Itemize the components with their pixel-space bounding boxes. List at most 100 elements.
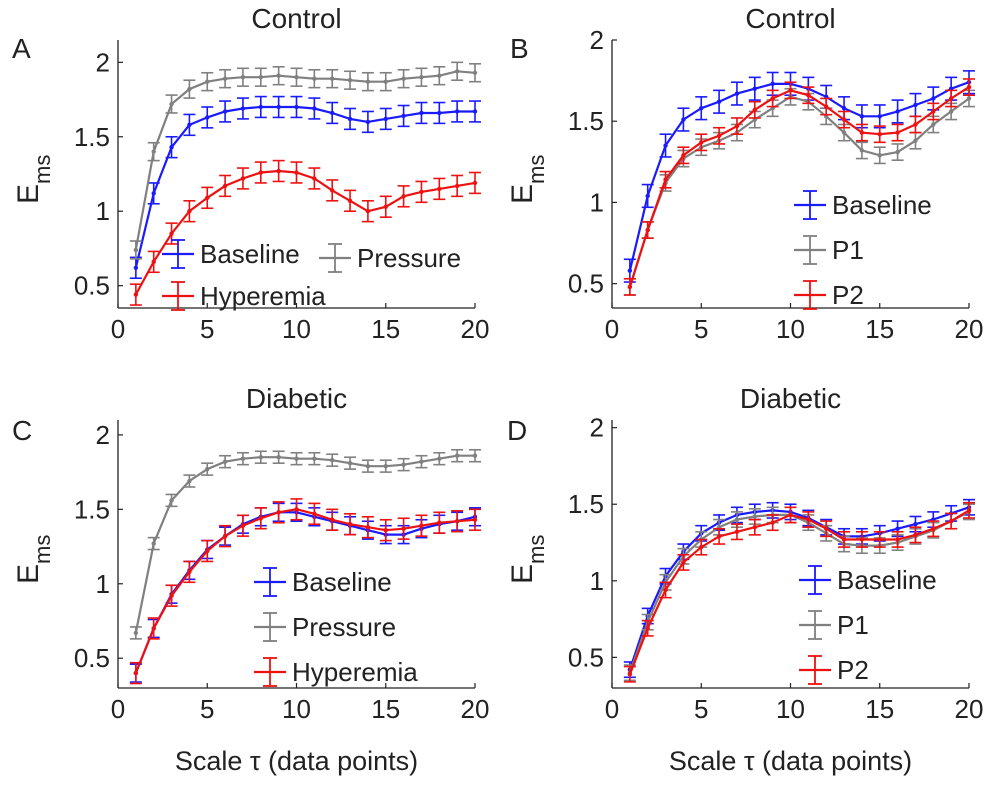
data-point <box>752 525 757 530</box>
legend-label: Baseline <box>832 190 932 220</box>
y-axis-label: Ems <box>506 155 549 204</box>
data-point <box>681 560 686 565</box>
legend-label: P1 <box>837 610 869 640</box>
data-point <box>948 96 954 101</box>
panel-b: B Control 0 5 10 15 20 0.5 1 1.5 2 Ems Baseline P1 P2 <box>506 3 983 344</box>
y-axis-label-main: E <box>12 564 45 584</box>
y-tick-label: 2 <box>96 47 110 77</box>
y-axis-label-main: E <box>506 184 539 204</box>
panel-letter: C <box>12 415 32 446</box>
data-point <box>133 630 139 636</box>
data-point <box>401 194 406 199</box>
y-tick-label: 1.5 <box>74 122 110 152</box>
data-point <box>222 533 228 539</box>
data-point <box>663 143 668 148</box>
series-line <box>628 510 970 674</box>
panel-c: C Diabetic 0 5 10 15 20 0.5 1 1.5 2 Ems Scale τ (dat… <box>12 383 489 776</box>
data-point <box>716 133 722 139</box>
data-point <box>770 520 775 525</box>
panel-a: A Control 0 5 10 15 20 0.5 1 1.5 2 Ems Baseline Press… <box>12 3 489 344</box>
panel-letter: D <box>507 415 527 446</box>
data-point <box>347 460 353 466</box>
legend-entry: Pressure <box>254 612 396 642</box>
data-point <box>205 195 210 201</box>
data-point <box>895 537 900 542</box>
series-line <box>628 509 970 675</box>
x-tick-label: 15 <box>371 314 400 344</box>
data-point <box>187 122 192 128</box>
legend-entry: P2 <box>794 280 864 310</box>
x-tick-label: 0 <box>111 694 125 724</box>
x-tick-label: 5 <box>694 314 708 344</box>
data-point <box>205 548 210 554</box>
data-point <box>169 593 174 598</box>
data-point <box>330 110 335 116</box>
series-line <box>628 81 970 271</box>
data-point <box>240 176 246 181</box>
x-tick-label: 15 <box>371 694 400 724</box>
data-point <box>401 462 406 467</box>
data-point <box>454 183 460 189</box>
data-point <box>187 209 192 214</box>
x-tick-label: 10 <box>776 314 805 344</box>
data-point <box>734 91 740 96</box>
data-point <box>913 102 918 108</box>
data-point <box>895 109 900 114</box>
y-axis-label-main: E <box>12 184 45 204</box>
data-point <box>205 79 210 84</box>
y-tick-label: 2 <box>590 413 604 443</box>
data-point <box>187 569 192 575</box>
data-point <box>663 177 668 182</box>
y-tick-label: 2 <box>96 420 110 450</box>
data-point <box>437 186 442 192</box>
y-axis-label: Ems <box>12 535 55 584</box>
data-point <box>258 104 263 110</box>
data-point <box>151 626 156 631</box>
data-point <box>752 107 757 113</box>
data-point <box>312 176 317 181</box>
legend-entry: Pressure <box>319 243 461 273</box>
data-point <box>294 104 299 110</box>
data-point <box>437 520 442 525</box>
data-point <box>734 529 740 534</box>
data-point <box>454 453 460 458</box>
data-point <box>258 75 263 80</box>
legend-label: P2 <box>837 655 869 685</box>
data-point <box>240 106 246 111</box>
data-point <box>312 76 317 81</box>
data-point <box>472 180 478 186</box>
legend-label: Hyperemia <box>292 657 418 687</box>
x-tick-label: 10 <box>282 694 311 724</box>
data-point <box>276 73 281 78</box>
legend-label: Baseline <box>837 565 937 595</box>
panel-title: Control <box>251 3 341 34</box>
data-point <box>699 140 704 145</box>
data-point <box>294 456 299 461</box>
legend-label: Baseline <box>200 239 300 269</box>
data-point <box>294 507 299 512</box>
y-tick-label: 0.5 <box>74 643 110 673</box>
data-point <box>913 138 918 143</box>
x-tick-label: 0 <box>111 314 125 344</box>
legend-label: P2 <box>832 280 864 310</box>
data-point <box>187 86 192 92</box>
x-axis-label: Scale τ (data points) <box>175 746 418 776</box>
series-baseline <box>129 95 481 280</box>
data-point <box>948 109 954 114</box>
data-point <box>806 517 811 522</box>
data-point <box>770 96 775 101</box>
data-point <box>276 510 281 515</box>
data-point <box>169 498 174 503</box>
panel-title: Control <box>745 3 835 34</box>
series-pressure <box>129 61 481 260</box>
data-point <box>365 119 371 125</box>
data-point <box>276 104 281 110</box>
x-tick-label: 5 <box>200 314 214 344</box>
data-point <box>859 537 865 542</box>
data-point <box>645 193 650 199</box>
data-point <box>294 75 299 80</box>
data-point <box>222 459 228 464</box>
data-point <box>383 79 388 84</box>
legend-label: Pressure <box>292 612 396 642</box>
data-point <box>931 109 936 114</box>
